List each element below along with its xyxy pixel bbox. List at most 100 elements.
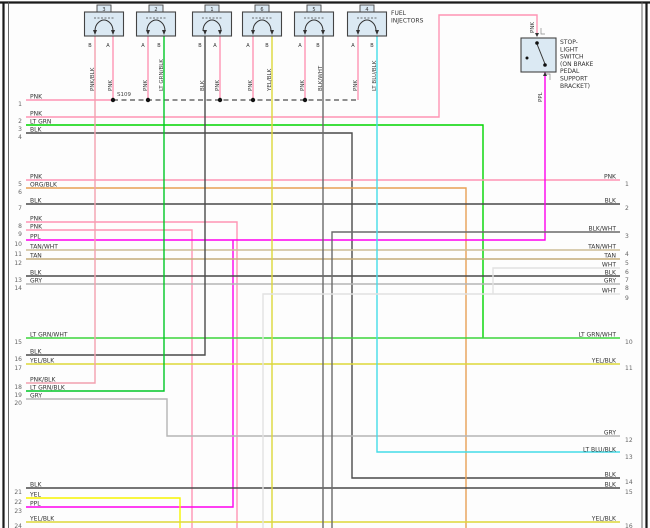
left-pin-number: 21 xyxy=(14,489,22,496)
wire-color-label: PNK xyxy=(215,80,221,91)
right-wire-label: YEL/BLK xyxy=(591,516,617,523)
right-wire-label: BLK/WHT xyxy=(588,226,616,233)
left-pin-number: 13 xyxy=(14,277,22,284)
wire-row9-pnk xyxy=(26,229,193,528)
injector-box-3 xyxy=(83,11,125,37)
terminal-arrow-icon xyxy=(146,30,150,35)
injector-number: 6 xyxy=(260,7,263,13)
terminal-letter: B xyxy=(157,43,161,49)
stop-light-switch-label: SUPPORT xyxy=(560,76,588,83)
stop-light-switch-label: LIGHT xyxy=(560,46,578,53)
wire-inj4b-ltblublk xyxy=(376,36,620,453)
injector-number: 5 xyxy=(312,7,315,13)
left-pin-number: 3 xyxy=(18,126,22,133)
wire-color-label: BLK/WHT xyxy=(318,65,324,91)
terminal-arrow-icon xyxy=(321,30,325,35)
injector-box-1 xyxy=(191,11,233,37)
right-pin-number: 9 xyxy=(625,295,629,302)
injector-coil-glyph xyxy=(304,19,324,32)
injector-coil-glyph xyxy=(146,19,166,32)
right-wire-label: PNK xyxy=(604,174,617,181)
injector-box-5 xyxy=(293,11,335,37)
wire-wht-row9 xyxy=(262,293,620,528)
left-wire-label: LT GRN xyxy=(30,119,51,126)
right-pin-number: 10 xyxy=(625,339,633,346)
wire-color-label: PNK xyxy=(143,80,149,91)
injector-number: 3 xyxy=(102,7,105,13)
switch-wire-label: PNK xyxy=(530,22,536,33)
wire-color-label: PNK xyxy=(108,80,114,91)
right-pin-number: 13 xyxy=(625,454,633,461)
left-wire-label: BLK xyxy=(30,270,42,277)
left-wire-label: BLK xyxy=(30,349,42,356)
left-pin-number: 12 xyxy=(14,260,22,267)
wire-color-label: LT BLU/BLK xyxy=(372,60,378,91)
left-wire-label: YEL/BLK xyxy=(29,358,55,365)
terminal-letter: A xyxy=(246,43,250,49)
right-pin-number: 3 xyxy=(625,233,629,240)
right-pin-number: 6 xyxy=(625,269,629,276)
left-pin-number: 18 xyxy=(14,384,22,391)
left-pin-number: 17 xyxy=(14,365,22,372)
wire-row2-pnk-to-switch xyxy=(26,14,538,118)
left-wire-label: BLK xyxy=(30,127,42,134)
injector-number: 4 xyxy=(365,7,368,13)
right-wire-label: BLK xyxy=(605,270,617,277)
terminal-letter: B xyxy=(198,43,202,49)
wire-row19-ltgrnblk-inj2b xyxy=(26,36,165,392)
wire-color-label: LT GRN/BLK xyxy=(159,59,165,91)
right-pin-number: 2 xyxy=(625,205,629,212)
wire-row23-ppl-branch xyxy=(26,240,234,508)
stop-light-switch-label: SWITCH xyxy=(560,54,584,61)
terminal-arrow-icon xyxy=(356,30,360,35)
terminal-arrow-icon xyxy=(162,30,166,35)
injector-coil-glyph xyxy=(252,19,272,32)
terminal-arrow-icon xyxy=(93,30,97,35)
wire-row4-blk xyxy=(26,132,620,479)
left-wire-label: ORG/BLK xyxy=(30,182,58,189)
right-wire-label: WHT xyxy=(602,262,616,269)
right-pin-number: 16 xyxy=(625,523,633,528)
stop-light-switch-label: (ON BRAKE xyxy=(560,61,594,68)
left-pin-number: 11 xyxy=(14,251,22,258)
splice-dot xyxy=(217,97,223,103)
right-wire-label: GRY xyxy=(604,278,616,285)
left-wire-label: PNK xyxy=(30,111,43,118)
right-pin-number: 1 xyxy=(625,181,629,188)
wire-color-label: PNK xyxy=(300,80,306,91)
injector-coil-glyph xyxy=(357,19,377,32)
terminal-arrow-icon xyxy=(218,30,222,35)
wire-color-label: PNK xyxy=(353,80,359,91)
left-wire-label: PNK xyxy=(30,174,43,181)
left-pin-number: 7 xyxy=(18,205,22,212)
left-wire-label: PNK xyxy=(30,224,43,231)
stop-light-switch-label: BRACKET) xyxy=(560,83,590,90)
switch-contact-arm xyxy=(536,43,546,65)
left-wire-label: YEL xyxy=(29,492,41,499)
injector-coil-glyph xyxy=(94,19,114,32)
right-wire-label: TAN xyxy=(603,253,616,260)
right-pin-number: 4 xyxy=(625,251,629,258)
left-wire-label: TAN xyxy=(29,253,42,260)
left-pin-number: 24 xyxy=(14,523,22,528)
right-wire-label: WHT xyxy=(602,288,616,295)
terminal-arrow-icon xyxy=(375,30,379,35)
splice-label: S109 xyxy=(117,92,131,98)
left-pin-number: 5 xyxy=(18,181,22,188)
wire-row3r-blkwht xyxy=(331,231,620,528)
wire-row22-yel xyxy=(26,497,181,528)
wire-row10-ppl-switch xyxy=(26,72,546,241)
wire-row16-blk-inj1b xyxy=(26,36,206,356)
terminal-arrow-icon xyxy=(251,30,255,35)
left-wire-label: TAN/WHT xyxy=(29,244,58,251)
left-pin-number: 14 xyxy=(14,285,22,292)
left-pin-number: 4 xyxy=(18,134,22,141)
splice-dot xyxy=(145,97,151,103)
right-pin-number: 7 xyxy=(625,277,629,284)
fuel-injectors-label: INJECTORS xyxy=(391,18,424,25)
right-wire-label: YEL/BLK xyxy=(591,358,617,365)
wire-color-label: PNK xyxy=(248,80,254,91)
connector-bracket-icon xyxy=(546,73,551,80)
injector-coil-glyph xyxy=(202,19,222,32)
